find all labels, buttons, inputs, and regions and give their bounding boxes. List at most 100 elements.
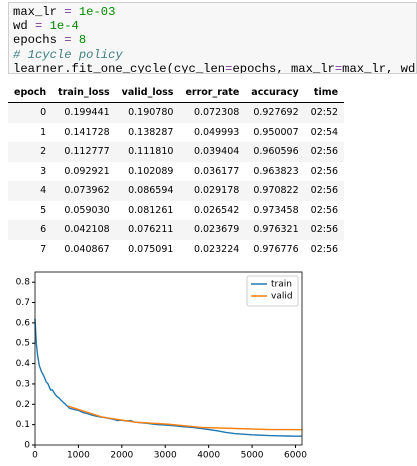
table-cell: 0.075091 [128, 243, 174, 255]
x-tick-label: 0 [32, 451, 38, 461]
y-tick-label: 0.7 [16, 298, 30, 308]
table-cell: 02:54 [310, 126, 339, 138]
table-cell: 0.059030 [64, 204, 110, 216]
table-cell: 4 [40, 185, 47, 197]
table-row: 1 0.141728 0.138287 0.049993 0.950007 02:54 [8, 123, 344, 143]
code-cell[interactable]: max_lr = 1e-03 wd = 1e-4 epochs = 8 # 1cycl… [8, 2, 417, 74]
table-cell: 0.092921 [64, 165, 110, 177]
plot-frame [34, 271, 303, 446]
x-tick-label: 1000 [67, 451, 90, 461]
x-tick-label: 2000 [110, 451, 133, 461]
x-tick-label: 3000 [154, 451, 177, 461]
table-row: 4 0.073962 0.086594 0.029178 0.970822 02:56 [8, 181, 345, 201]
table-cell: 0.039404 [193, 146, 240, 158]
code-line: learner.fit_one_cycle(cyc_len=epochs, ma… [13, 61, 416, 74]
code-token: = [415, 62, 416, 73]
code-token: # 1cycle policy [13, 47, 123, 62]
y-tick-label: 0.8 [16, 278, 31, 288]
code-token: 1e-03 [78, 5, 116, 19]
table-row: 7 0.040867 0.075091 0.023224 0.976776 02:56 [8, 240, 344, 260]
code-token: epochs [13, 33, 57, 48]
table-cell: 0.190780 [128, 107, 174, 119]
column-header: train_loss [52, 82, 116, 103]
table-cell: 7 [40, 243, 47, 255]
table-cell: 0.138287 [128, 126, 174, 138]
y-tick-label: 0.3 [16, 379, 30, 389]
table-cell: 02:56 [310, 146, 339, 158]
table-row: 3 0.092921 0.102089 0.036177 0.963823 02:56 [8, 162, 344, 182]
code-token: wd [13, 19, 28, 34]
y-tick-label: 0 [24, 441, 30, 451]
table-cell: 0 [40, 107, 47, 119]
legend-label: valid [271, 292, 293, 302]
table-cell: 02:56 [310, 204, 339, 216]
table-cell: 2 [40, 146, 47, 158]
table-cell: 0.081261 [128, 204, 174, 216]
code-line: max_lr = 1e-03 [13, 5, 412, 19]
y-tick-label: 0.5 [16, 339, 30, 349]
code-token: 1e-4 [49, 19, 79, 34]
table-cell: 0.023224 [193, 243, 240, 255]
table-cell: 0.963823 [253, 165, 299, 177]
table-cell: 0.111810 [128, 146, 174, 158]
results-table: epoch train_loss valid_loss error_rate accur… [8, 82, 345, 260]
table-cell: 0.112777 [64, 146, 110, 158]
table-row: 5 0.059030 0.081261 0.026542 0.973458 02:56 [8, 201, 344, 221]
code-token: max_lr [13, 5, 57, 19]
table-cell: 0.049993 [193, 126, 240, 138]
table-cell: 02:56 [310, 185, 339, 197]
code-token: epochs, max_lr [232, 61, 335, 74]
y-tick-label: 0.1 [16, 420, 30, 430]
table-cell: 0.976321 [253, 224, 299, 236]
table-row: 2 0.112777 0.111810 0.039404 0.960596 02:56 [8, 142, 345, 162]
table-cell: 0.076211 [128, 224, 174, 236]
y-tick-label: 0.2 [16, 400, 30, 410]
table-cell: 02:56 [310, 165, 339, 177]
table-cell: 0.970822 [253, 185, 299, 197]
column-header: epoch [8, 82, 53, 103]
code-line: wd = 1e-4 [13, 19, 412, 33]
table-cell: 0.042108 [64, 224, 110, 236]
table-cell: 0.199441 [64, 107, 110, 119]
table-cell: 0.102089 [128, 165, 174, 177]
y-tick-label: 0.6 [16, 318, 31, 328]
column-header: time [304, 82, 345, 103]
code-token: = [225, 61, 233, 74]
code-line: epochs = 8 [13, 33, 412, 47]
x-tick-label: 6000 [284, 451, 307, 461]
code-line: # 1cycle policy [13, 48, 412, 62]
table-cell: 0.976776 [253, 243, 299, 255]
table-cell: 0.086594 [128, 185, 174, 197]
table-cell: 3 [40, 165, 47, 177]
table-row: 6 0.042108 0.076211 0.023679 0.976321 02:56 [8, 220, 345, 240]
table-cell: 02:56 [310, 243, 339, 255]
column-header: valid_loss [115, 82, 180, 103]
table-cell: 0.950007 [253, 126, 299, 138]
loss-chart: 0 0.1 0.2 0.3 0.4 0.5 0.6 0.7 0.8 0 1000 2000 3000 40… [16, 271, 307, 461]
table-cell: 0.072308 [193, 107, 240, 119]
table-cell: 6 [40, 224, 47, 236]
code-token: learner.fit_one_cycle(cyc_len [13, 61, 226, 74]
table-cell: 02:52 [310, 107, 339, 119]
table-cell: 0.036177 [193, 165, 240, 177]
table-cell: 0.927692 [253, 107, 299, 119]
legend: train valid [246, 275, 299, 307]
table-cell: 0.960596 [253, 146, 299, 158]
code-token: = [56, 5, 79, 19]
table-cell: 0.973458 [253, 204, 299, 216]
code-token: 8 [78, 33, 87, 48]
table-row: 0 0.199441 0.190780 0.072308 0.927692 02:52 [8, 102, 345, 123]
line-train [34, 318, 302, 437]
code-token: = [27, 19, 50, 34]
table-cell: 1 [40, 126, 47, 138]
table-cell: 0.026542 [193, 204, 240, 216]
table-cell: 0.040867 [64, 243, 110, 255]
code-token: = [334, 61, 343, 74]
table-cell: 0.029178 [193, 185, 240, 197]
x-tick-label: 4000 [197, 451, 220, 461]
code-token: max_lr, wd [342, 61, 416, 74]
column-header: error_rate [179, 82, 246, 103]
line-valid [68, 405, 302, 431]
table-cell: 0.141728 [64, 126, 110, 138]
